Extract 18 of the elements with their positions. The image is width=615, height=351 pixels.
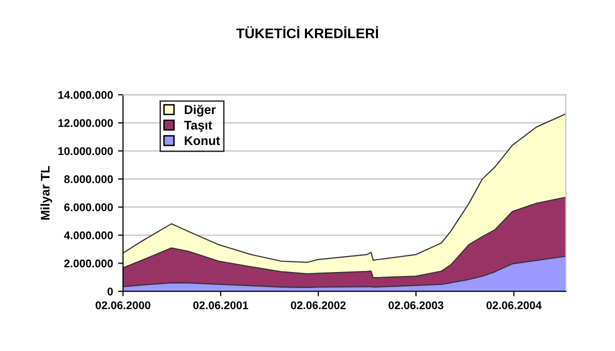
x-tick-label: 02.06.2000: [96, 301, 150, 310]
x-tick-label: 02.06.2002: [290, 301, 346, 310]
legend-label: Konut: [184, 136, 220, 146]
y-tick-label: 4.000.000: [64, 231, 113, 240]
y-tick-label: 10.000.000: [58, 147, 113, 156]
y-tick-label: 12.000.000: [58, 119, 113, 127]
chart-title: TÜKETİCİ KREDİLERİ: [236, 26, 378, 38]
y-axis-title: Milyar TL: [40, 166, 52, 220]
x-tick-label: 02.06.2004: [486, 301, 542, 310]
y-tick-label: 14.000.000: [58, 91, 113, 99]
legend-label: Taşıt: [184, 120, 212, 132]
y-tick-label: 2.000.000: [64, 260, 113, 268]
y-tick-label: 0: [108, 288, 113, 296]
x-tick-label: 02.06.2003: [388, 301, 444, 310]
x-tick-label: 02.06.2001: [193, 301, 248, 310]
legend-label: Diğer: [184, 104, 216, 117]
y-tick-label: 6.000.000: [64, 203, 113, 212]
y-tick-label: 8.000.000: [64, 175, 113, 184]
